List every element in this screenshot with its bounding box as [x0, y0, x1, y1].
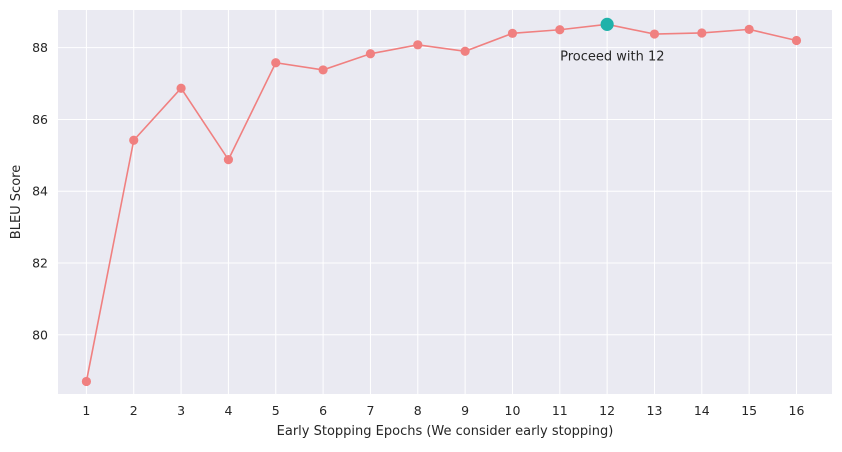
x-tick-label: 3	[177, 403, 185, 418]
plot-area	[58, 10, 832, 394]
data-point	[318, 65, 328, 75]
x-tick-label: 5	[272, 403, 280, 418]
data-point	[649, 29, 660, 39]
x-tick-label: 16	[789, 403, 805, 418]
y-tick-label: 84	[32, 184, 48, 199]
data-point	[460, 46, 470, 56]
y-tick-label: 82	[32, 256, 48, 271]
series-group	[81, 17, 802, 387]
x-tick-label: 2	[130, 403, 138, 418]
y-tick-label: 88	[32, 40, 48, 55]
data-point	[176, 83, 186, 93]
y-axis-label: BLEU Score	[9, 165, 24, 239]
y-tick-label: 80	[32, 327, 48, 342]
data-point	[365, 49, 376, 59]
x-tick-label: 4	[224, 403, 232, 418]
data-point	[413, 40, 423, 50]
data-point	[271, 58, 281, 68]
x-tick-label: 15	[741, 403, 757, 418]
x-tick-label: 12	[599, 403, 615, 418]
x-tick-label: 8	[414, 403, 422, 418]
x-tick-label: 11	[552, 403, 568, 418]
data-point	[507, 28, 518, 38]
data-point	[697, 28, 707, 38]
data-point	[555, 25, 565, 35]
series-line	[85, 23, 797, 382]
x-tick-label: 9	[461, 403, 469, 418]
x-tick-label: 13	[647, 403, 663, 418]
x-tick-label: 7	[366, 403, 374, 418]
x-tick-label: 6	[319, 403, 327, 418]
data-point	[129, 135, 139, 145]
x-tick-label: 1	[82, 403, 90, 418]
x-tick-label: 14	[694, 403, 710, 418]
highlight-point	[600, 17, 614, 31]
data-point	[744, 24, 754, 34]
y-tick-label: 86	[32, 112, 48, 127]
x-tick-label: 10	[505, 403, 521, 418]
data-point	[223, 155, 234, 165]
data-point	[81, 376, 92, 387]
annotation-proceed: Proceed with 12	[560, 49, 664, 64]
x-axis-label: Early Stopping Epochs (We consider early…	[277, 424, 614, 439]
data-point	[791, 35, 802, 46]
